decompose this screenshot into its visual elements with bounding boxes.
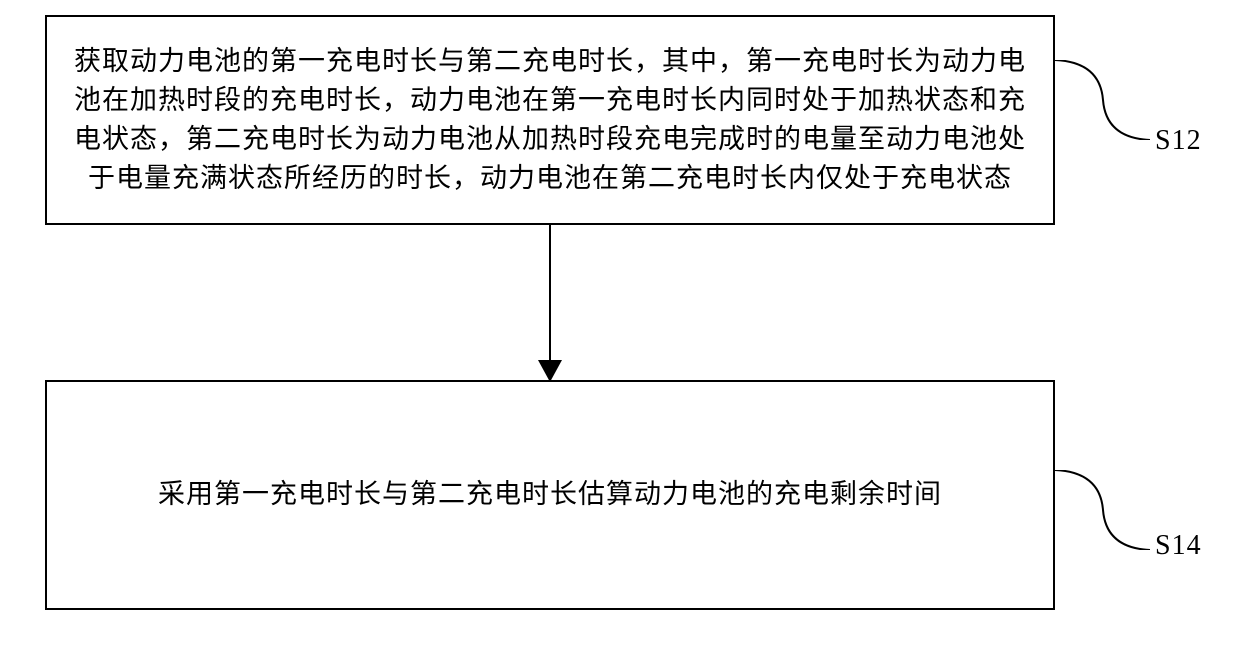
connector-curve-icon (1055, 470, 1150, 550)
connector-s14 (1055, 470, 1150, 550)
node-s12-text: 获取动力电池的第一充电时长与第二充电时长，其中，第一充电时长为动力电池在加热时段… (72, 42, 1028, 199)
arrow-head-icon (538, 360, 562, 382)
connector-curve-icon (1055, 60, 1150, 140)
flowchart-container: 获取动力电池的第一充电时长与第二充电时长，其中，第一充电时长为动力电池在加热时段… (0, 0, 1240, 648)
node-s14-text: 采用第一充电时长与第二充电时长估算动力电池的充电剩余时间 (158, 475, 942, 514)
node-label-s14: S14 (1155, 530, 1202, 562)
flowchart-node-s14: 采用第一充电时长与第二充电时长估算动力电池的充电剩余时间 (45, 380, 1055, 610)
arrow-line (549, 225, 551, 365)
connector-s12 (1055, 60, 1150, 140)
node-label-s12: S12 (1155, 125, 1202, 157)
flowchart-arrow (545, 225, 555, 380)
flowchart-node-s12: 获取动力电池的第一充电时长与第二充电时长，其中，第一充电时长为动力电池在加热时段… (45, 15, 1055, 225)
